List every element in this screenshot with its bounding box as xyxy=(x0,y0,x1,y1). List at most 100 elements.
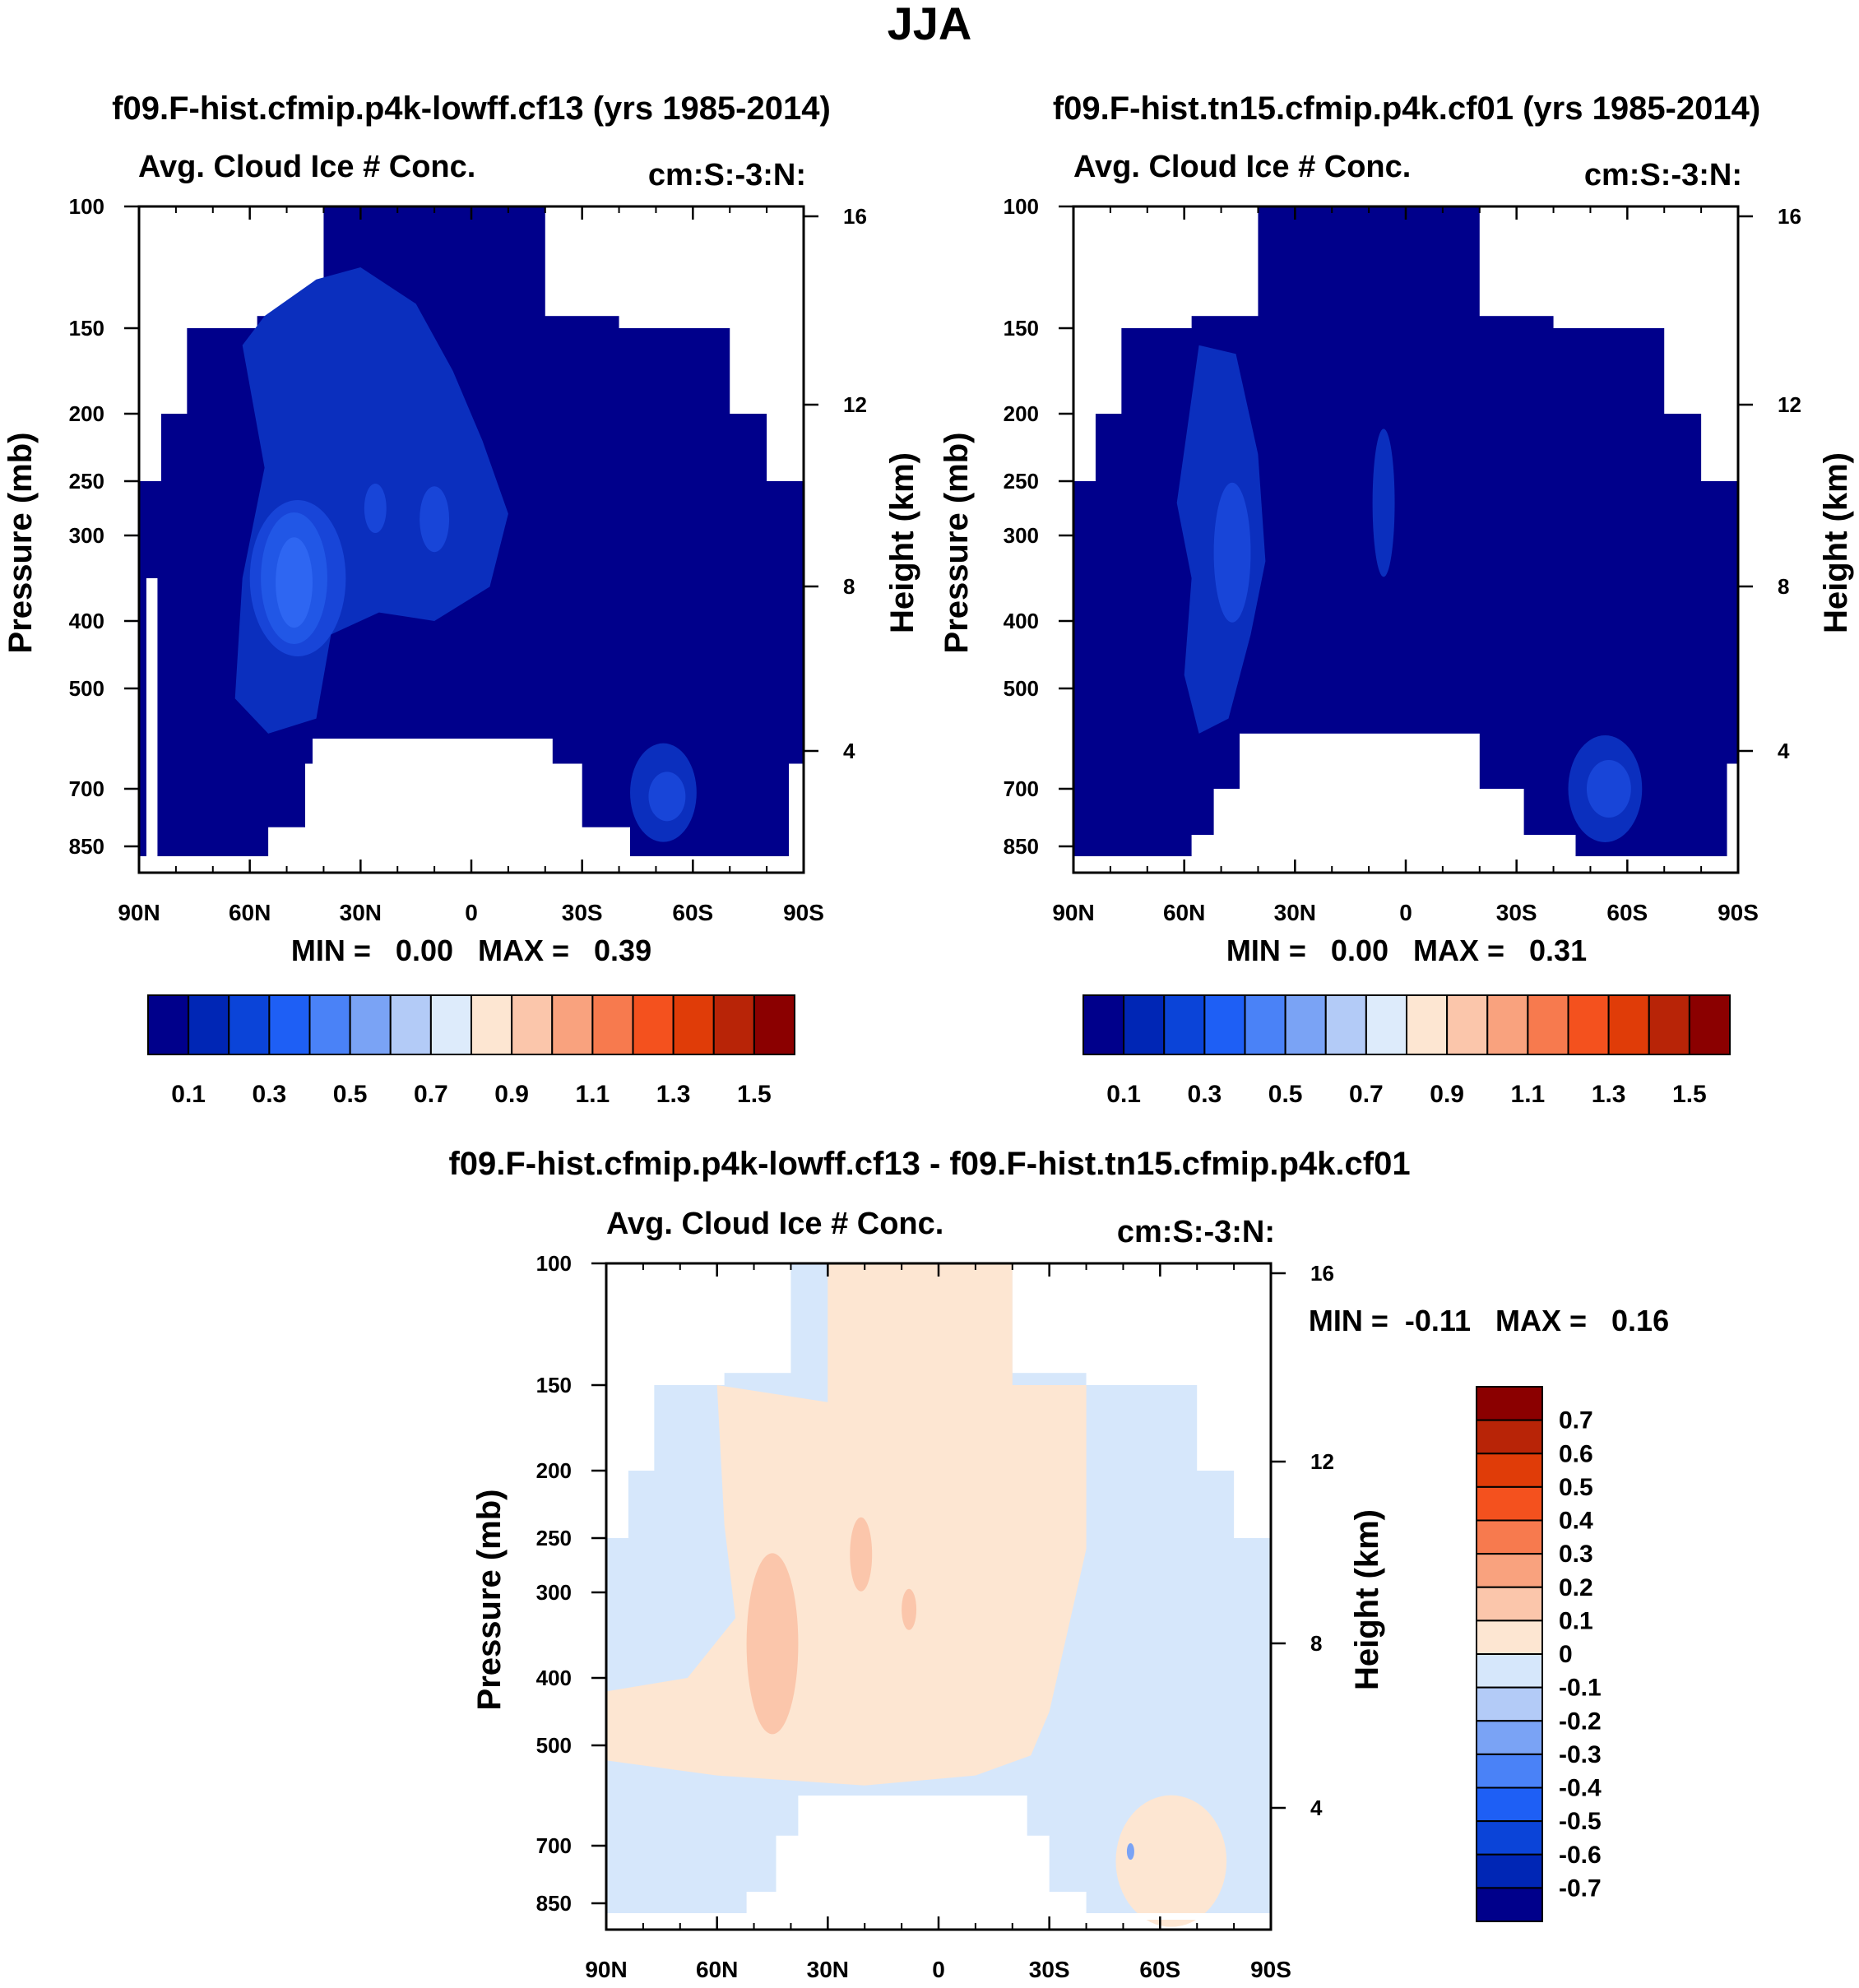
colorbar-box xyxy=(1476,1453,1543,1488)
y-tick-label: 700 xyxy=(1004,776,1039,801)
colorbar: 0.1 0.3 0.5 0.7 0.9 1.1 1.3 1.5 xyxy=(147,994,795,1108)
colorbar-box xyxy=(753,994,795,1055)
colorbar-box xyxy=(1476,1586,1543,1622)
missing-region xyxy=(746,1892,1087,1920)
y2-tick-label: 12 xyxy=(1310,1449,1334,1474)
colorbar-box xyxy=(551,994,594,1055)
colorbar: 0.1 0.3 0.5 0.7 0.9 1.1 1.3 1.5 xyxy=(1082,994,1731,1108)
colorbar-box xyxy=(1476,1786,1543,1823)
colorbar-label: 0.2 xyxy=(1559,1574,1593,1601)
y-tick-label: 100 xyxy=(536,1251,572,1276)
missing-region xyxy=(1073,206,1259,317)
y-tick-label: 700 xyxy=(69,776,104,801)
y2-tick-label: 16 xyxy=(1778,204,1801,229)
colorbar-label: 0.6 xyxy=(1559,1440,1593,1467)
colorbar-box xyxy=(1476,1853,1543,1889)
contour-0.15 xyxy=(420,486,450,553)
y-tick-label: 850 xyxy=(69,834,104,859)
y2-axis-label: Height (km) xyxy=(884,452,920,633)
panel-title: f09.F-hist.tn15.cfmip.p4k.cf01 (yrs 1985… xyxy=(1053,90,1760,127)
panel-right-label: cm:S:-3:N: xyxy=(648,158,806,192)
colorbar-label: 1.5 xyxy=(737,1081,772,1108)
colorbar-label: 0 xyxy=(1559,1641,1573,1668)
colorbar-box xyxy=(1648,994,1690,1055)
colorbar-label: 0.1 xyxy=(1106,1081,1141,1108)
x-tick-label: 30S xyxy=(1496,900,1537,925)
y-tick-label: 100 xyxy=(1004,194,1039,219)
y-tick-label: 700 xyxy=(536,1833,572,1858)
y-tick-label: 300 xyxy=(69,523,104,548)
y-tick-label: 150 xyxy=(69,316,104,341)
colorbar-box xyxy=(1476,1887,1543,1922)
panel-top-left: f09.F-hist.cfmip.p4k-lowff.cf13 (yrs 198… xyxy=(2,90,920,1108)
y2-tick-label: 4 xyxy=(843,739,855,763)
x-tick-label: 90N xyxy=(118,900,160,925)
colorbar-label: -0.4 xyxy=(1559,1775,1602,1802)
colorbar: 0.7 0.6 0.5 0.4 0.3 0.2 0.1 0 -0.1 -0.2 -0.3 -0.4 -0… xyxy=(1476,1386,1602,1922)
colorbar-box xyxy=(1365,994,1407,1055)
y-tick-label: 150 xyxy=(1004,316,1039,341)
colorbar-box xyxy=(1476,1720,1543,1755)
y-tick-label: 400 xyxy=(69,609,104,633)
missing-region xyxy=(1191,835,1576,863)
colorbar-box xyxy=(1607,994,1650,1055)
contour-pos xyxy=(1115,1795,1227,1927)
y2-axis-label: Height (km) xyxy=(1349,1509,1385,1690)
y-tick-label: 200 xyxy=(536,1458,572,1483)
colorbar-label: 0.7 xyxy=(1349,1081,1384,1108)
missing-region xyxy=(789,763,804,856)
colorbar-box xyxy=(147,994,190,1055)
colorbar-label: 1.5 xyxy=(1672,1081,1707,1108)
colorbar-label: 1.1 xyxy=(576,1081,610,1108)
colorbar-box xyxy=(308,994,351,1055)
colorbar-box xyxy=(1476,1820,1543,1856)
colorbar-label: 0.5 xyxy=(333,1081,368,1108)
colorbar-label: 1.3 xyxy=(1592,1081,1626,1108)
colorbar-box xyxy=(1476,1386,1543,1421)
y2-axis-label: Height (km) xyxy=(1818,452,1854,633)
colorbar-label: 0.7 xyxy=(414,1081,448,1108)
panel-title: f09.F-hist.cfmip.p4k-lowff.cf13 - f09.F-… xyxy=(448,1146,1410,1182)
colorbar-box xyxy=(1324,994,1367,1055)
colorbar-box xyxy=(389,994,432,1055)
y-axis-label: Pressure (mb) xyxy=(471,1490,508,1711)
colorbar-label: 0.4 xyxy=(1559,1508,1593,1535)
colorbar-label: -0.6 xyxy=(1559,1842,1602,1869)
x-tick-label: 0 xyxy=(932,1957,945,1982)
x-tick-label: 60S xyxy=(672,900,713,925)
colorbar-box xyxy=(1688,994,1731,1055)
stats-text: MIN = -0.11 MAX = 0.16 xyxy=(1309,1304,1669,1337)
y-tick-label: 500 xyxy=(69,676,104,701)
y2-tick-label: 12 xyxy=(1778,392,1801,417)
missing-region xyxy=(606,1263,791,1374)
colorbar-label: 0.3 xyxy=(1559,1541,1593,1568)
contour-neg xyxy=(1126,1843,1134,1860)
y2-tick-label: 16 xyxy=(1310,1261,1334,1286)
colorbar-box xyxy=(712,994,755,1055)
colorbar-box xyxy=(591,994,634,1055)
colorbar-box xyxy=(471,994,513,1055)
colorbar-label: -0.1 xyxy=(1559,1675,1602,1702)
colorbar-box xyxy=(632,994,675,1055)
y-axis-label: Pressure (mb) xyxy=(939,433,975,654)
x-tick-label: 30S xyxy=(562,900,603,925)
panel-top-right: f09.F-hist.tn15.cfmip.p4k.cf01 (yrs 1985… xyxy=(939,90,1854,1108)
stats-text: MIN = 0.00 MAX = 0.31 xyxy=(1226,934,1587,967)
colorbar-label: 0.5 xyxy=(1559,1474,1593,1501)
colorbar-box xyxy=(1446,994,1489,1055)
x-tick-label: 30S xyxy=(1029,1957,1070,1982)
y-tick-label: 850 xyxy=(536,1891,572,1916)
colorbar-box xyxy=(268,994,311,1055)
y-tick-label: 300 xyxy=(536,1580,572,1605)
colorbar-box xyxy=(1476,1519,1543,1555)
colorbar-label: 0.7 xyxy=(1559,1407,1593,1434)
plot-area: 90N 60N 30N 0 30S 60S 90S 100 150 200 250 300 400 500… xyxy=(536,1251,1334,1982)
colorbar-label: -0.3 xyxy=(1559,1741,1602,1768)
panel-bottom-difference: f09.F-hist.cfmip.p4k-lowff.cf13 - f09.F-… xyxy=(448,1146,1669,1982)
panel-left-label: Avg. Cloud Ice # Conc. xyxy=(1073,150,1411,184)
y-tick-label: 100 xyxy=(69,194,104,219)
panel-right-label: cm:S:-3:N: xyxy=(1117,1215,1275,1249)
missing-region xyxy=(146,578,158,856)
x-tick-label: 90S xyxy=(1718,900,1759,925)
colorbar-box xyxy=(1244,994,1286,1055)
